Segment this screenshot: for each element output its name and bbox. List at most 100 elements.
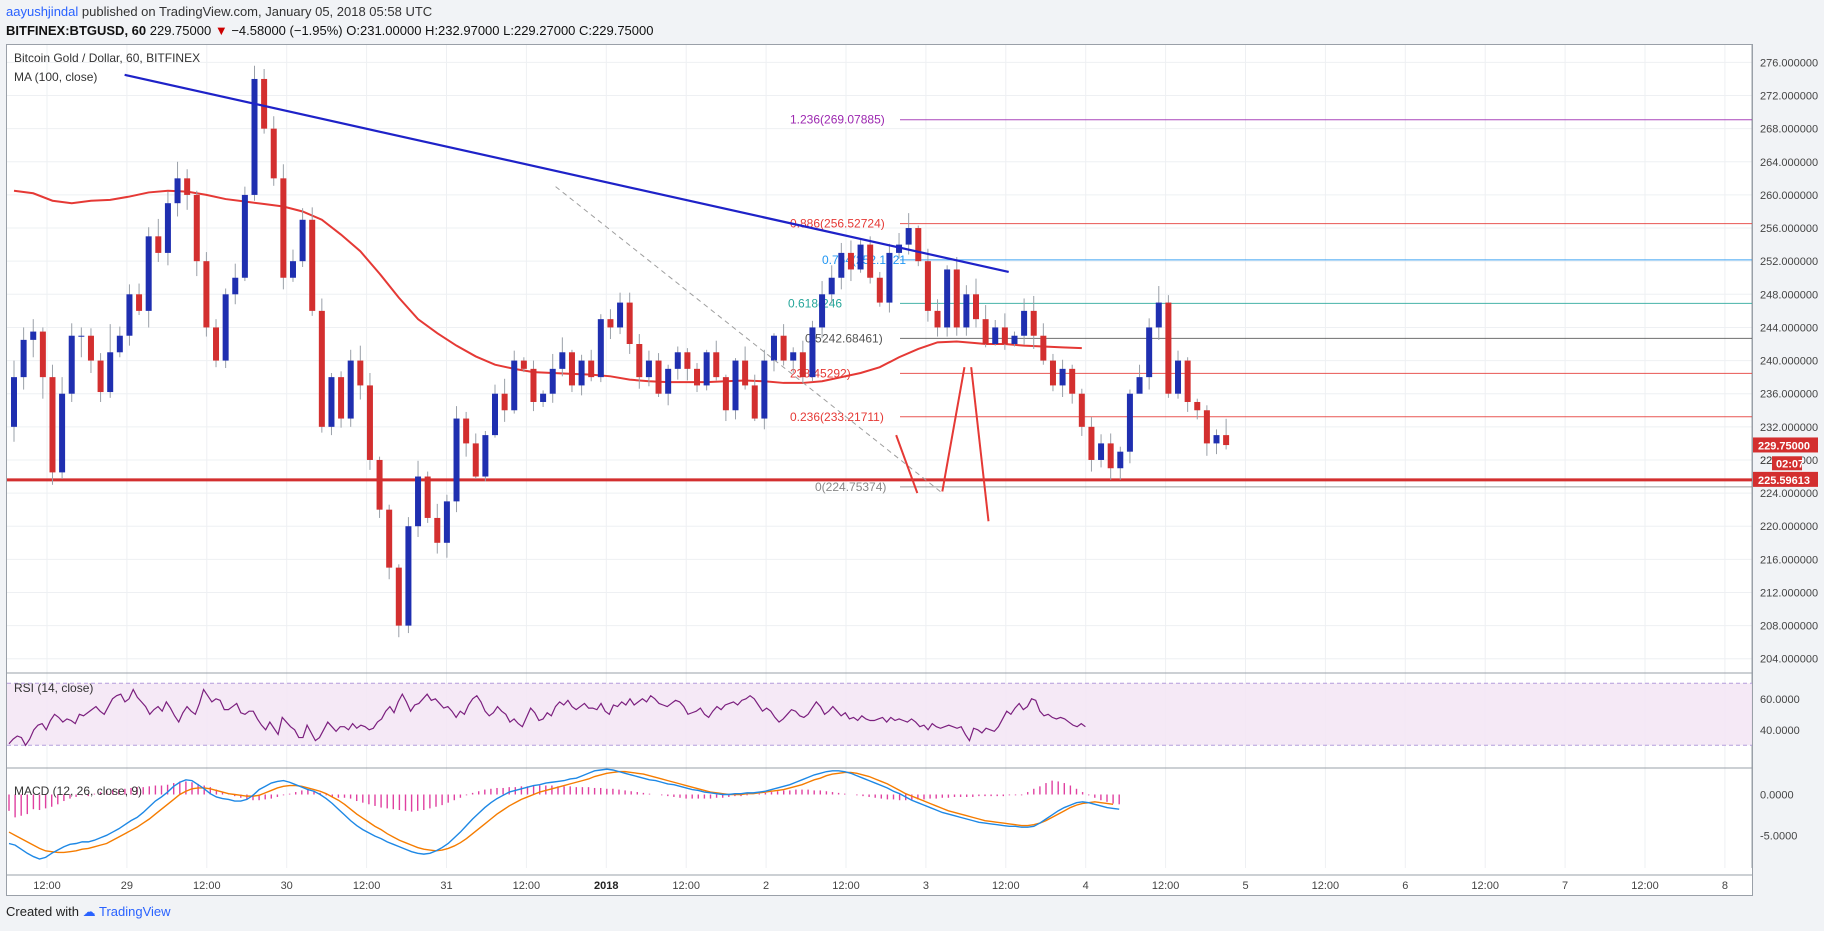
candle-body [953, 269, 960, 328]
candle-body [68, 335, 75, 394]
x-tick-label: 12:00 [513, 880, 541, 892]
ma100-line [13, 189, 1082, 384]
candle-body [626, 302, 633, 345]
x-tick-label: 12:00 [1152, 880, 1180, 892]
countdown-label: 02:07 [1776, 458, 1804, 470]
candle-body [251, 78, 258, 195]
rsi-tick-label: 40.0000 [1760, 725, 1800, 737]
candle-body [1184, 360, 1191, 402]
candle-body [722, 377, 729, 411]
candle-body [944, 269, 951, 328]
last-price: 229.75000 [149, 23, 212, 38]
candle-body [924, 261, 931, 311]
candle-body [472, 443, 479, 477]
candle-body [203, 261, 210, 328]
candle-body [655, 360, 662, 394]
ma-indicator-label: MA (100, close) [14, 70, 97, 84]
support-price-label: 225.59613 [1758, 475, 1810, 487]
x-tick-label: 8 [1722, 880, 1728, 892]
fibonacci-label: 0.618(246 [788, 296, 842, 310]
candle-body [1136, 377, 1143, 394]
candle-body [299, 219, 306, 262]
y-tick-label: 276.000000 [1760, 57, 1818, 69]
candle-body [193, 194, 200, 262]
candle-body [1098, 443, 1105, 460]
macd-tick-label: 0.0000 [1760, 790, 1794, 802]
candle-body [1011, 335, 1018, 345]
candle-body [463, 418, 470, 444]
candle-body [530, 368, 537, 402]
candle-body [20, 339, 27, 378]
candle-body [761, 360, 768, 419]
x-tick-label: 12:00 [992, 880, 1020, 892]
candle-body [540, 393, 547, 402]
footer: Created with ☁ TradingView [6, 904, 171, 920]
candle-body [559, 352, 566, 369]
author-link[interactable]: aayushjindal [6, 4, 79, 19]
candle-body [1175, 360, 1182, 394]
candle-body [742, 360, 749, 386]
candle-body [1126, 393, 1133, 452]
candle-body [847, 252, 854, 270]
candle-body [39, 331, 46, 378]
candle-body [1223, 435, 1230, 446]
y-tick-label: 232.000000 [1760, 422, 1818, 434]
candle-body [934, 310, 941, 328]
countdown-box [1772, 456, 1802, 471]
symbol-bar: BITFINEX:BTGUSD, 60 229.75000 ▼ −4.58000… [6, 23, 653, 38]
candle-body [1030, 310, 1037, 336]
macd-line [8, 768, 1120, 860]
candle-body [328, 377, 335, 427]
candle-body [1146, 327, 1153, 378]
candle-body [520, 360, 527, 369]
candle-body [973, 294, 979, 320]
candle-body [395, 567, 402, 626]
candle-body [232, 277, 239, 295]
x-tick-label: 12:00 [353, 880, 381, 892]
candle-body [241, 194, 248, 278]
y-tick-label: 268.000000 [1760, 124, 1818, 136]
candle-body [992, 327, 999, 345]
candle-body [1107, 443, 1114, 469]
candle-body [184, 178, 191, 195]
created-with-text: Created with [6, 904, 79, 919]
x-tick-label: 5 [1242, 880, 1248, 892]
candle-body [145, 236, 152, 311]
y-tick-label: 224.000000 [1760, 488, 1818, 500]
candle-body [318, 310, 325, 427]
candle-body [87, 335, 94, 361]
candle-body [780, 335, 787, 361]
y-tick-label: 256.000000 [1760, 223, 1818, 235]
candle-body [982, 319, 989, 345]
candle-body [915, 228, 922, 262]
chart-frame[interactable] [6, 44, 1753, 896]
x-tick-label: 30 [281, 880, 293, 892]
candle-body [270, 128, 277, 179]
candle-body [905, 228, 912, 245]
candle-body [597, 319, 604, 378]
candle-body [415, 476, 422, 527]
candle-body [347, 360, 354, 419]
candle-body [838, 252, 845, 278]
candle-body [405, 526, 412, 626]
candle-body [434, 517, 441, 543]
x-tick-label: 12:00 [1631, 880, 1659, 892]
candle-body [97, 360, 104, 393]
candle-body [164, 203, 171, 253]
projection-line [941, 367, 966, 492]
y-tick-label: 272.000000 [1760, 91, 1818, 103]
down-arrow-icon: ▼ [214, 23, 228, 38]
publish-text: published on TradingView.com, January 05… [81, 4, 433, 19]
candle-body [338, 377, 345, 419]
fibonacci-label: 0.886(256.52724) [790, 217, 885, 231]
tradingview-link[interactable]: TradingView [99, 904, 171, 919]
x-tick-label: 29 [121, 880, 133, 892]
candle-body [694, 368, 701, 386]
candle-body [357, 360, 364, 386]
candle-body [578, 360, 585, 386]
y-tick-label: 244.000000 [1760, 322, 1818, 334]
candle-body [501, 393, 508, 411]
x-tick-label: 12:00 [832, 880, 860, 892]
candle-body [424, 476, 431, 518]
